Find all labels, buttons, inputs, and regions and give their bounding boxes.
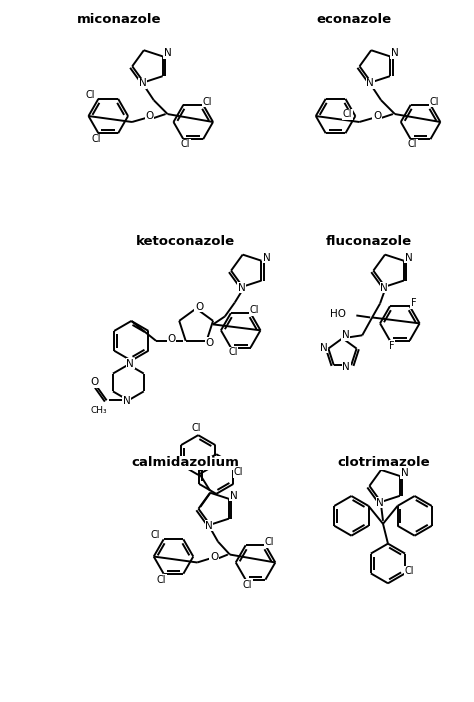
Text: N: N	[319, 343, 328, 352]
Text: O: O	[210, 552, 218, 562]
Text: F: F	[389, 340, 395, 350]
Text: Cl: Cl	[243, 580, 252, 590]
Text: Cl: Cl	[202, 97, 212, 107]
Text: Cl: Cl	[91, 134, 101, 144]
Text: N: N	[366, 79, 374, 88]
Text: miconazole: miconazole	[77, 13, 162, 26]
Text: Cl: Cl	[429, 97, 439, 107]
Text: Cl: Cl	[86, 90, 95, 100]
Text: Cl: Cl	[233, 467, 243, 477]
Text: N: N	[263, 253, 270, 263]
Text: N: N	[376, 498, 384, 508]
Text: fluconazole: fluconazole	[325, 235, 411, 248]
Text: N: N	[238, 283, 246, 293]
Text: O: O	[205, 338, 214, 347]
Text: N: N	[342, 331, 349, 340]
Text: O: O	[91, 378, 99, 388]
Text: Cl: Cl	[181, 139, 190, 149]
Text: O: O	[146, 111, 154, 121]
Text: N: N	[405, 253, 412, 263]
Text: N: N	[127, 359, 134, 369]
Text: ketoconazole: ketoconazole	[136, 235, 235, 248]
Text: N: N	[205, 521, 213, 531]
Text: N: N	[342, 362, 350, 372]
Text: Cl: Cl	[343, 109, 352, 119]
Text: Cl: Cl	[157, 575, 166, 585]
Text: clotrimazole: clotrimazole	[337, 456, 429, 469]
Text: N: N	[401, 468, 409, 478]
Text: O: O	[168, 334, 176, 344]
Text: calmidazolium: calmidazolium	[132, 456, 239, 469]
Text: CH₃: CH₃	[91, 406, 107, 415]
Text: O: O	[373, 111, 381, 121]
Text: HO: HO	[330, 310, 346, 319]
Text: N: N	[391, 48, 399, 58]
Text: N: N	[230, 491, 237, 501]
Text: N: N	[380, 283, 388, 293]
Text: Cl: Cl	[264, 537, 274, 548]
Text: Cl: Cl	[405, 567, 414, 576]
Text: Cl: Cl	[408, 139, 418, 149]
Text: Cl: Cl	[191, 423, 201, 433]
Text: Cl: Cl	[250, 305, 259, 315]
Text: N: N	[164, 48, 172, 58]
Text: N: N	[139, 79, 147, 88]
Text: Cl: Cl	[151, 531, 161, 541]
Text: F: F	[411, 298, 417, 308]
Text: Cl: Cl	[228, 347, 237, 357]
Text: econazole: econazole	[316, 13, 391, 26]
Text: N: N	[122, 397, 130, 406]
Text: O: O	[195, 302, 203, 312]
